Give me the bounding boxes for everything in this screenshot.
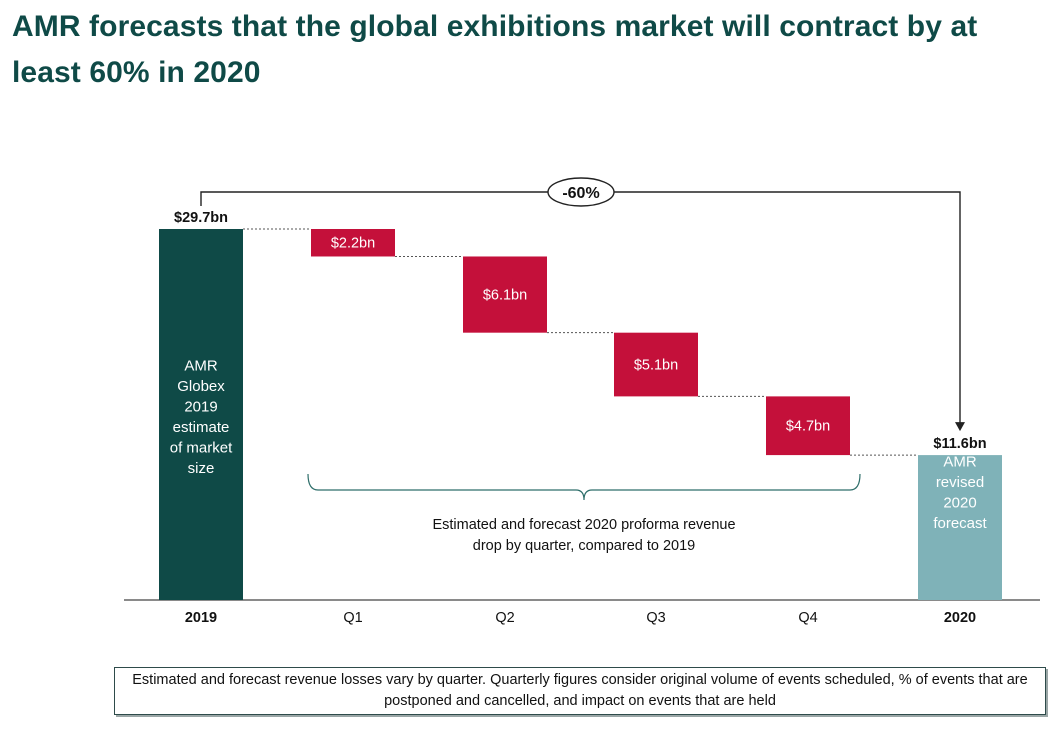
- x-tick-label: Q2: [495, 610, 514, 626]
- bar-2019: [159, 229, 243, 600]
- bar-inner-label: 2019: [184, 398, 217, 415]
- bar-q4: [766, 396, 850, 456]
- bar-value-label: $2.2bn: [331, 236, 375, 252]
- bar-inner-label: Globex: [177, 378, 225, 395]
- arrow-head-icon: [955, 422, 965, 432]
- x-tick-label: Q1: [343, 610, 362, 626]
- bar-inner-label: estimate: [173, 419, 230, 436]
- bar-q1: [311, 229, 395, 257]
- brace-label: Estimated and forecast 2020 proforma rev…: [432, 517, 735, 533]
- change-badge-label: -60%: [562, 185, 599, 202]
- bar-q2: [463, 256, 547, 333]
- bar-inner-label: revised: [936, 474, 984, 491]
- bar-value-label: $6.1bn: [483, 288, 527, 304]
- bar-2020: [918, 455, 1002, 600]
- footnote-box: Estimated and forecast revenue losses va…: [114, 667, 1046, 715]
- brace-label: drop by quarter, compared to 2019: [473, 538, 695, 554]
- page-title: AMR forecasts that the global exhibition…: [12, 10, 978, 89]
- bar-inner-label: of market: [170, 439, 233, 456]
- bar-value-label: $29.7bn: [174, 210, 228, 226]
- bar-inner-label: size: [188, 460, 215, 477]
- bar-value-label: $4.7bn: [786, 419, 830, 435]
- bar-inner-label: AMR: [184, 357, 218, 374]
- waterfall-chart: $29.7bn AMR Globex 2019 estimate of market siz…: [124, 177, 1040, 626]
- x-tick-label: 2020: [944, 610, 976, 626]
- x-tick-label: Q4: [798, 610, 817, 626]
- x-tick-label: Q3: [646, 610, 665, 626]
- bar-inner-label: AMR: [943, 453, 977, 470]
- x-tick-label: 2019: [185, 610, 217, 626]
- bar-value-label: $5.1bn: [634, 358, 678, 374]
- bar-inner-label: 2020: [943, 494, 976, 511]
- change-bracket: [200, 191, 961, 424]
- bar-q3: [614, 332, 698, 397]
- bar-inner-label: forecast: [933, 515, 987, 532]
- change-badge: [547, 177, 615, 207]
- quarters-brace: [307, 473, 861, 501]
- bar-value-label: $11.6bn: [933, 436, 986, 452]
